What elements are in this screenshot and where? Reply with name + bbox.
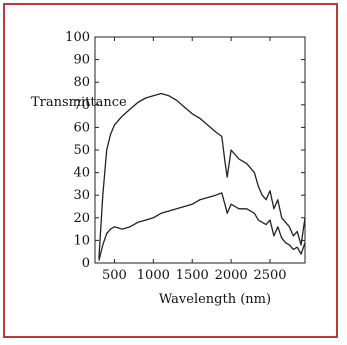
y-tick-label: 50 bbox=[73, 143, 90, 158]
y-tick-label: 20 bbox=[73, 211, 90, 226]
plot-border bbox=[94, 36, 306, 264]
series-layer bbox=[98, 92, 306, 261]
y-tick-label: 60 bbox=[73, 120, 90, 135]
x-axis-ticks: 500 1000 1500 2000 2500 bbox=[102, 37, 287, 283]
x-tick-label: 2000 bbox=[215, 268, 248, 283]
chart-frame bbox=[3, 3, 338, 338]
y-tick-label: 100 bbox=[65, 30, 90, 45]
y-axis-ticks: 0 10 20 30 40 50 60 70 80 90 100 bbox=[65, 30, 305, 271]
series-line-2 bbox=[98, 192, 306, 261]
y-tick-label: 10 bbox=[73, 233, 90, 248]
x-tick-label: 1500 bbox=[176, 268, 209, 283]
y-tick-label: 80 bbox=[73, 75, 90, 90]
series-line-1 bbox=[98, 92, 306, 259]
y-tick-label: 40 bbox=[73, 166, 90, 181]
x-tick-label: 2500 bbox=[253, 268, 286, 283]
x-tick-label: 1000 bbox=[137, 268, 170, 283]
plot-area bbox=[94, 36, 306, 264]
y-tick-label: 70 bbox=[73, 98, 90, 113]
x-tick-label: 500 bbox=[102, 268, 127, 283]
y-axis-label: Transmittance bbox=[31, 95, 127, 110]
y-tick-label: 30 bbox=[73, 188, 90, 203]
y-tick-label: 0 bbox=[82, 256, 90, 271]
y-tick-label: 90 bbox=[73, 53, 90, 68]
x-axis-label: Wavelength (nm) bbox=[159, 292, 271, 307]
